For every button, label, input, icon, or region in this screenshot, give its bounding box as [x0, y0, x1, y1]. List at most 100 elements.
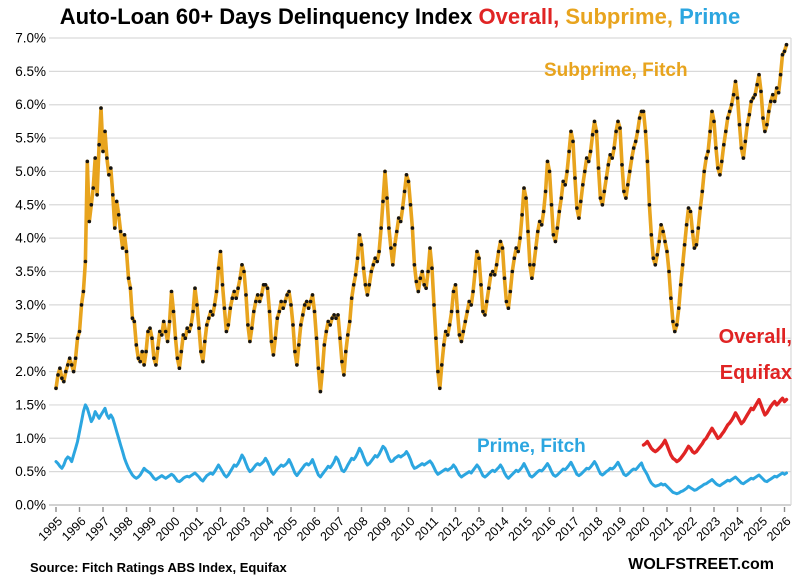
- series-marker-dot: [757, 72, 761, 77]
- series-marker-dot: [207, 316, 211, 321]
- series-marker-dot: [349, 296, 354, 301]
- series-marker-dot: [144, 349, 148, 354]
- overall-series-label: Overall, Equifax: [719, 319, 792, 391]
- series-marker-dot: [614, 129, 618, 134]
- series-marker-dot: [381, 199, 385, 204]
- series-marker-dot: [657, 239, 661, 244]
- x-tick-label: 2019: [600, 514, 630, 544]
- x-tick-label: 2004: [247, 514, 277, 544]
- y-tick-label: 0.0%: [15, 498, 46, 513]
- series-marker-dot: [281, 306, 286, 311]
- site-watermark: WOLFSTREET.com: [628, 556, 774, 573]
- series-marker-dot: [308, 299, 313, 304]
- series-marker-dot: [442, 343, 446, 347]
- series-marker-dot: [255, 293, 260, 297]
- series-marker-dot: [663, 239, 667, 244]
- series-marker-dot: [733, 79, 738, 84]
- series-marker-dot: [342, 373, 346, 377]
- series-marker-dot: [473, 269, 477, 274]
- series-line-prime: [54, 403, 788, 496]
- series-marker-dot: [328, 323, 333, 327]
- series-marker-dot: [520, 213, 524, 217]
- series-marker-dot: [189, 323, 193, 327]
- y-tick-label: 2.0%: [15, 364, 46, 379]
- page-title: Auto-Loan 60+ Days Delinquency Index Ove…: [0, 4, 800, 30]
- series-marker-dot: [567, 149, 571, 154]
- series-marker-dot: [543, 189, 548, 194]
- x-tick-label: 2014: [482, 514, 512, 544]
- x-tick-label: 2003: [224, 514, 254, 544]
- series-marker-dot: [273, 336, 278, 341]
- series-marker-dot: [549, 203, 554, 207]
- y-tick-label: 7.0%: [15, 31, 46, 46]
- series-marker-dot: [682, 243, 687, 247]
- series-marker-dot: [735, 96, 740, 100]
- series-marker-dot: [545, 159, 550, 164]
- series-marker-dot: [461, 329, 466, 334]
- series-marker-dot: [87, 219, 92, 224]
- chart-plot: 0.0% 0.5% 1.0% 1.5% 2.0% 2.5% 3.0% 3.5% 4.0% 4.5%…: [15, 31, 793, 544]
- series-marker-dot: [512, 256, 517, 261]
- series-marker-dot: [710, 109, 714, 114]
- series-marker-dot: [271, 353, 276, 357]
- series-marker-dot: [565, 169, 569, 174]
- series-marker-dot: [434, 336, 438, 341]
- series-marker-dot: [551, 233, 556, 237]
- series-marker-dot: [283, 299, 287, 304]
- series-marker-dot: [420, 269, 425, 274]
- title-prime: Prime: [679, 4, 741, 29]
- series-marker-dot: [763, 129, 767, 134]
- x-tick-label: 2001: [177, 514, 207, 544]
- series-marker-dot: [686, 206, 691, 210]
- series-marker-dot: [56, 373, 60, 377]
- series-marker-dot: [445, 333, 450, 337]
- series-marker-dot: [332, 313, 336, 317]
- y-tick-label: 0.5%: [15, 464, 46, 479]
- series-marker-dot: [316, 366, 321, 371]
- series-marker-dot: [594, 129, 599, 134]
- series-marker-dot: [649, 233, 654, 237]
- series-marker-dot: [322, 343, 327, 347]
- x-tick-label: 2005: [271, 514, 301, 544]
- series-marker-dot: [152, 356, 156, 361]
- series-marker-dot: [169, 289, 174, 294]
- series-marker-dot: [418, 276, 423, 281]
- series-marker-dot: [645, 159, 650, 164]
- series-marker-dot: [749, 99, 753, 104]
- series-marker-dot: [467, 299, 472, 304]
- series-marker-dot: [782, 49, 787, 54]
- series-marker-dot: [524, 196, 528, 200]
- x-tick-label: 2013: [459, 514, 489, 544]
- series-marker-dot: [655, 253, 659, 257]
- title-main: Auto-Loan 60+ Days Delinquency Index: [59, 4, 473, 29]
- series-marker-dot: [97, 142, 101, 147]
- series-marker-dot: [718, 173, 722, 177]
- series-marker-dot: [116, 213, 121, 217]
- series-marker-dot: [426, 269, 430, 274]
- series-marker-dot: [344, 349, 348, 354]
- series-marker-dot: [124, 249, 129, 254]
- series-marker-dot: [483, 313, 487, 317]
- series-marker-dot: [214, 289, 219, 294]
- series-marker-dot: [111, 193, 115, 197]
- subprime-series-label: Subprime, Fitch: [544, 60, 688, 81]
- series-marker-dot: [725, 116, 730, 120]
- series-marker-dot: [389, 246, 393, 250]
- series-marker-dot: [138, 359, 142, 364]
- series-marker-dot: [310, 293, 315, 297]
- series-marker-dot: [136, 356, 141, 361]
- series-marker-dot: [338, 336, 342, 341]
- series-marker-dot: [242, 269, 246, 274]
- series-marker-dot: [414, 279, 419, 284]
- series-marker-dot: [581, 183, 585, 187]
- series-marker-dot: [700, 189, 705, 194]
- series-marker-dot: [449, 309, 454, 314]
- series-marker-dot: [712, 119, 716, 124]
- series-marker-dot: [220, 283, 225, 287]
- series-marker-dot: [400, 206, 405, 210]
- series-marker-dot: [60, 376, 64, 381]
- series-marker-dot: [402, 189, 407, 194]
- series-marker-dot: [514, 246, 518, 250]
- series-marker-dot: [422, 283, 427, 287]
- y-tick-label: 4.0%: [15, 231, 46, 246]
